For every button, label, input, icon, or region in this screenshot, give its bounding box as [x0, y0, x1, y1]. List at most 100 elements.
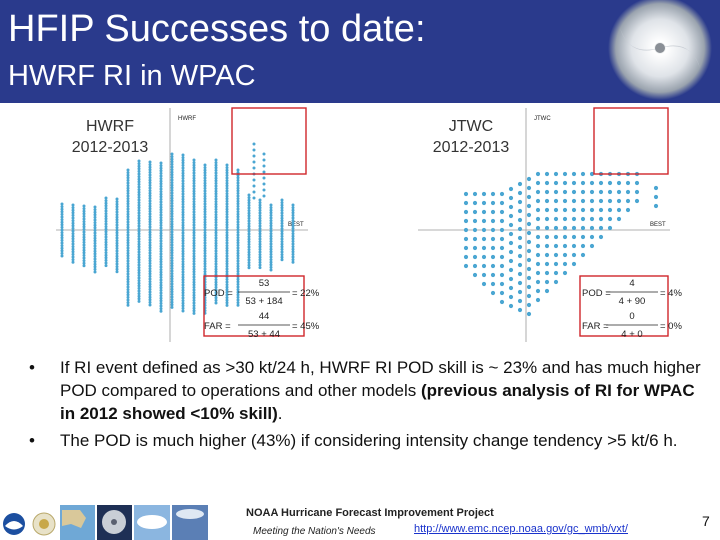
data-point: [159, 208, 163, 212]
data-point: [159, 231, 163, 235]
data-point: [203, 254, 207, 258]
data-point: [126, 298, 130, 302]
data-point: [625, 198, 631, 204]
data-point: [634, 189, 640, 195]
data-point: [544, 279, 550, 285]
data-point: [148, 235, 152, 239]
data-point: [269, 242, 273, 246]
footer-link[interactable]: http://www.emc.ncep.noaa.gov/gc_wmb/vxt/: [414, 523, 628, 535]
data-point: [589, 171, 595, 177]
hurricane-satellite-image: [598, 0, 720, 103]
data-point: [553, 270, 559, 276]
data-point: [214, 265, 218, 269]
data-point: [526, 185, 532, 191]
data-point: [181, 169, 185, 173]
data-point: [148, 181, 152, 185]
data-point: [82, 220, 86, 224]
data-point: [252, 142, 256, 146]
data-point: [225, 202, 229, 206]
data-point: [170, 269, 174, 273]
data-point: [203, 270, 207, 274]
data-point: [60, 231, 64, 235]
data-point: [148, 170, 152, 174]
data-point: [82, 261, 86, 265]
data-point: [214, 218, 218, 222]
data-point: [203, 210, 207, 214]
scatter-points: [463, 171, 659, 317]
bullet-1-bold: (previous analysis of RI for WPAC in 201…: [60, 381, 695, 423]
footer-tagline: Meeting the Nation's Needs: [253, 526, 376, 537]
data-point: [535, 198, 541, 204]
data-point: [159, 257, 163, 261]
data-point: [203, 257, 207, 261]
data-point: [236, 212, 240, 216]
data-point: [463, 245, 469, 251]
data-point: [93, 205, 97, 209]
data-point: [126, 220, 130, 224]
data-point: [115, 246, 119, 250]
data-point: [170, 204, 174, 208]
data-point: [137, 299, 141, 303]
data-point: [159, 242, 163, 246]
data-point: [159, 171, 163, 175]
data-point: [280, 253, 284, 257]
data-point: [562, 198, 568, 204]
data-point: [60, 254, 64, 258]
data-point: [170, 261, 174, 265]
data-point: [148, 300, 152, 304]
data-point: [93, 223, 97, 227]
data-point: [544, 243, 550, 249]
data-point: [148, 168, 152, 172]
data-point: [571, 189, 577, 195]
data-point: [148, 165, 152, 169]
data-point: [137, 253, 141, 257]
data-point: [258, 240, 262, 244]
data-point: [137, 180, 141, 184]
data-point: [159, 291, 163, 295]
data-point: [192, 301, 196, 305]
data-point: [159, 174, 163, 178]
pod-numerator: 53: [259, 278, 270, 289]
data-point: [115, 249, 119, 253]
data-point: [526, 302, 532, 308]
hwrf-label-line1: HWRF: [86, 118, 134, 135]
data-point: [192, 184, 196, 188]
data-point: [82, 207, 86, 211]
data-point: [93, 213, 97, 217]
data-point: [247, 198, 251, 202]
data-point: [60, 215, 64, 219]
data-point: [170, 248, 174, 252]
data-point: [137, 260, 141, 264]
data-point: [562, 225, 568, 231]
data-point: [126, 241, 130, 245]
data-point: [137, 177, 141, 181]
data-point: [203, 233, 207, 237]
data-point: [258, 255, 262, 259]
data-point: [192, 275, 196, 279]
data-point: [580, 171, 586, 177]
data-point: [225, 179, 229, 183]
data-point: [214, 254, 218, 258]
ri-hit-region-box: [593, 107, 669, 175]
data-point: [203, 181, 207, 185]
data-point: [93, 257, 97, 261]
data-point: [236, 238, 240, 242]
data-point: [82, 264, 86, 268]
data-point: [269, 268, 273, 272]
data-point: [490, 290, 496, 296]
data-point: [170, 305, 174, 309]
data-point: [225, 171, 229, 175]
data-point: [93, 236, 97, 240]
data-point: [60, 249, 64, 253]
data-point: [181, 260, 185, 264]
data-point: [148, 280, 152, 284]
data-point: [225, 238, 229, 242]
data-point: [553, 207, 559, 213]
data-point: [192, 210, 196, 214]
data-point: [170, 214, 174, 218]
data-point: [203, 189, 207, 193]
data-point: [225, 254, 229, 258]
data-point: [192, 254, 196, 258]
data-point: [181, 208, 185, 212]
data-point: [280, 203, 284, 207]
